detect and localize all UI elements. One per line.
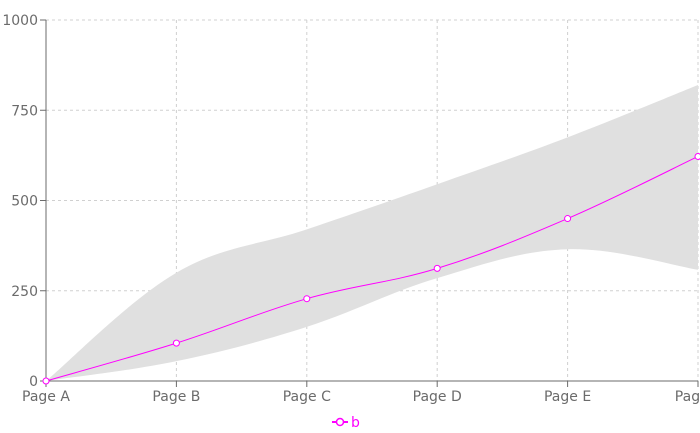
range-band [46,84,698,381]
range-band-area [46,84,698,381]
data-point-b-0[interactable] [42,377,50,385]
x-tick-label-5: Page F [675,389,700,405]
x-tick-label-4: Page E [544,389,591,405]
tick-labels: 0 250 500 750 1000 Page A Page B Page C Page D Pa… [2,13,700,405]
series-line-b [45,156,699,382]
y-tick-label-1000: 1000 [2,13,38,29]
y-tick-label-250: 250 [11,284,38,300]
legend[interactable]: b [332,415,360,431]
legend-swatch-dot [335,417,345,427]
y-tick-label-500: 500 [11,194,38,210]
x-tick-label-0: Page A [22,389,70,405]
data-point-b-3[interactable] [433,264,441,272]
legend-label-b: b [351,415,360,431]
data-point-b-2[interactable] [303,295,311,303]
x-tick-label-2: Page C [283,389,331,405]
series-lines [45,156,699,382]
data-point-b-1[interactable] [172,339,180,347]
y-tick-label-0: 0 [29,374,38,390]
x-tick-label-3: Page D [413,389,462,405]
data-point-b-5[interactable] [694,152,700,160]
series-points [42,152,700,385]
x-tick-label-1: Page B [152,389,200,405]
data-point-b-4[interactable] [564,215,572,223]
y-tick-label-750: 750 [11,103,38,119]
